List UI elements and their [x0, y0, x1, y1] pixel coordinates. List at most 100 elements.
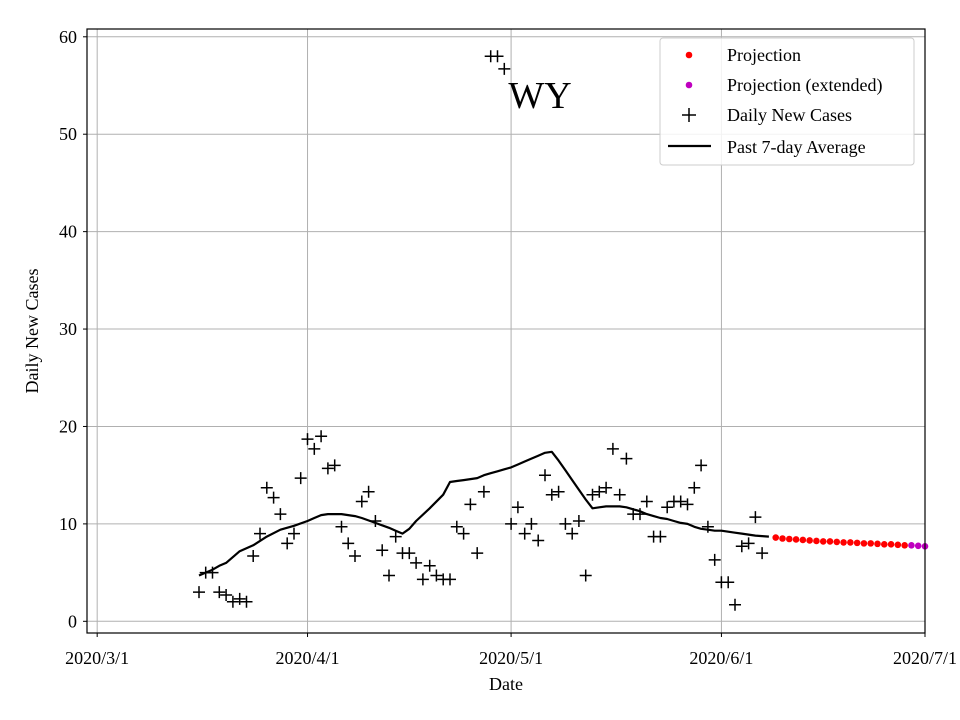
- plot-frame: [86, 28, 926, 634]
- daily-case-point: [423, 559, 436, 572]
- daily-case-point: [729, 598, 741, 611]
- y-tick-label: 10: [59, 514, 77, 534]
- legend-average-label: Past 7-day Average: [727, 137, 866, 157]
- projection-point: [880, 541, 888, 548]
- daily-case-point: [335, 520, 348, 533]
- daily-case-point: [756, 547, 769, 560]
- daily-case-point: [688, 481, 701, 494]
- annotation-label: WY: [508, 75, 571, 117]
- daily-case-point: [511, 501, 524, 514]
- daily-case-point: [471, 547, 484, 560]
- legend-projection-extended-label: Projection (extended): [727, 75, 882, 96]
- daily-case-point: [532, 534, 545, 547]
- projection-point: [779, 535, 786, 542]
- daily-case-point: [708, 553, 721, 566]
- x-axis-label: Date: [489, 674, 523, 694]
- daily-case-point: [572, 515, 585, 527]
- projection-extended-point: [908, 542, 915, 549]
- daily-case-point: [539, 469, 551, 482]
- daily-case-point: [457, 527, 470, 540]
- daily-case-point: [579, 569, 592, 582]
- daily-case-point: [355, 495, 368, 508]
- x-tick-label: 2020/4/1: [276, 648, 340, 668]
- projection-point: [826, 538, 834, 545]
- projection-point: [833, 538, 841, 546]
- projection-point: [847, 539, 854, 546]
- daily-case-point: [735, 540, 748, 553]
- daily-case-point: [722, 576, 735, 589]
- daily-case-point: [206, 566, 219, 579]
- daily-case-point: [498, 62, 511, 75]
- daily-case-point: [600, 481, 613, 494]
- daily-case-point: [430, 569, 443, 582]
- daily-case-point: [545, 488, 558, 501]
- y-tick-label: 0: [68, 611, 77, 631]
- daily-case-point: [321, 462, 334, 475]
- projection-extended-point: [914, 542, 922, 550]
- daily-case-point: [634, 508, 646, 521]
- daily-case-point: [213, 586, 226, 599]
- y-tick-label: 20: [59, 416, 77, 436]
- daily-case-point: [220, 589, 233, 601]
- daily-case-point: [315, 430, 328, 443]
- daily-case-point: [254, 527, 266, 540]
- daily-case-point: [267, 491, 280, 504]
- series-projection-markers: [772, 534, 929, 550]
- legend-daily-label: Daily New Cases: [727, 105, 852, 125]
- daily-case-point: [294, 472, 307, 485]
- projection-point: [799, 536, 807, 544]
- daily-case-point: [464, 498, 477, 511]
- y-tick-label: 50: [59, 124, 77, 144]
- series-average-line: [198, 450, 769, 577]
- y-tick-label: 60: [59, 27, 77, 47]
- projection-point: [867, 540, 875, 547]
- x-tick-label: 2020/7/1: [893, 648, 957, 668]
- projection-point: [813, 537, 820, 545]
- daily-case-point: [376, 544, 389, 557]
- daily-case-point: [518, 527, 531, 540]
- daily-case-point: [193, 586, 205, 599]
- daily-case-point: [403, 547, 416, 560]
- legend-daily-plus: [682, 108, 696, 122]
- legend-projection-label: Projection: [727, 45, 801, 65]
- daily-case-point: [477, 485, 490, 498]
- daily-case-point: [525, 517, 538, 530]
- series-daily-markers: [193, 50, 769, 611]
- projection-point: [874, 540, 881, 548]
- daily-case-point: [661, 501, 674, 514]
- daily-case-point: [450, 520, 463, 533]
- x-tick-label: 2020/6/1: [689, 648, 753, 668]
- daily-case-point: [328, 459, 341, 472]
- daily-case-point: [226, 595, 239, 608]
- daily-case-point: [654, 530, 667, 543]
- daily-case-point: [505, 517, 518, 530]
- projection-point: [853, 539, 861, 547]
- average-line: [198, 450, 769, 577]
- legend-frame: [659, 37, 915, 166]
- legend: Projection Projection (extended) Daily N…: [659, 37, 915, 166]
- daily-case-point: [701, 520, 714, 533]
- projection-point: [785, 535, 793, 543]
- daily-case-point: [749, 511, 762, 524]
- daily-case-point: [742, 537, 755, 550]
- projection-point: [772, 534, 780, 541]
- x-tick-label: 2020/3/1: [65, 648, 129, 668]
- x-tick-label: 2020/5/1: [479, 648, 543, 668]
- daily-case-point: [281, 537, 294, 550]
- projection-point: [860, 540, 868, 547]
- daily-case-point: [559, 517, 572, 530]
- daily-case-point: [674, 495, 687, 508]
- legend-projection-extended-dot: [685, 81, 693, 89]
- daily-case-point: [342, 537, 355, 550]
- daily-case-point: [383, 569, 395, 582]
- daily-case-point: [274, 508, 287, 521]
- projection-point: [792, 536, 800, 543]
- daily-case-point: [444, 573, 456, 586]
- daily-case-point: [240, 595, 253, 608]
- daily-case-point: [681, 498, 694, 511]
- daily-case-point: [613, 488, 626, 501]
- daily-case-point: [695, 459, 708, 472]
- projection-point: [901, 542, 908, 549]
- daily-case-point: [389, 530, 402, 543]
